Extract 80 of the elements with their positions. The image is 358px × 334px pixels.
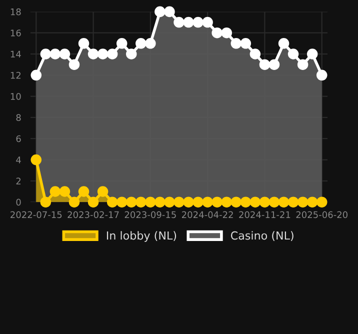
point <box>278 196 290 208</box>
point <box>136 38 146 49</box>
point <box>268 59 280 70</box>
point <box>50 48 61 60</box>
point <box>288 196 299 208</box>
point <box>278 38 290 49</box>
point <box>221 27 232 38</box>
y-tick-label: 2 <box>16 178 20 184</box>
point <box>88 196 99 208</box>
point <box>250 196 261 208</box>
y-tick-label: 0 <box>16 198 21 206</box>
point <box>240 196 252 208</box>
point <box>88 48 99 60</box>
x-tick-label: 2025-06-20 <box>296 211 348 218</box>
point <box>145 196 156 208</box>
y-tick-label: 4 <box>16 156 21 164</box>
x-tick-label: 2023-09-15 <box>124 211 176 218</box>
point <box>136 196 146 208</box>
point <box>202 196 213 208</box>
point <box>192 16 204 28</box>
point <box>116 196 128 208</box>
legend-label: Casino (NL) <box>230 231 294 242</box>
point <box>126 48 137 60</box>
point <box>230 38 242 49</box>
point <box>30 70 42 81</box>
point <box>240 38 252 49</box>
point <box>50 186 61 197</box>
point <box>316 70 328 81</box>
point <box>97 48 108 60</box>
point <box>145 38 156 49</box>
y-tick-label: 10 <box>10 93 21 100</box>
point <box>59 48 70 60</box>
point <box>297 59 308 70</box>
point <box>316 196 328 208</box>
point <box>250 48 261 60</box>
y-tick-label: 12 <box>10 72 20 79</box>
point <box>40 48 52 60</box>
point <box>116 38 128 49</box>
point <box>164 6 175 18</box>
point <box>306 196 318 208</box>
y-tick-label: 8 <box>16 114 21 122</box>
point <box>202 16 213 28</box>
y-tick-label: 14 <box>10 50 21 58</box>
point <box>192 196 204 208</box>
point <box>183 196 194 208</box>
point <box>154 196 166 208</box>
y-tick-label: 16 <box>10 30 21 36</box>
x-tick-label: 2023-02-17 <box>68 211 119 218</box>
y-tick-label: 18 <box>10 8 21 16</box>
point <box>221 196 232 208</box>
point <box>30 154 42 166</box>
x-tick-label: 2024-04-22 <box>182 211 233 218</box>
point <box>297 196 308 208</box>
point <box>106 48 118 60</box>
point <box>306 48 318 60</box>
point <box>288 48 299 60</box>
point <box>212 196 222 208</box>
point <box>174 196 184 208</box>
point <box>174 16 184 28</box>
x-tick-label: 2022-07-15 <box>10 211 62 218</box>
point <box>268 196 280 208</box>
point <box>97 186 108 197</box>
point <box>78 186 90 197</box>
point <box>212 27 222 38</box>
point <box>59 186 70 197</box>
point <box>40 196 52 208</box>
point <box>259 59 270 70</box>
point <box>126 196 137 208</box>
point <box>259 196 270 208</box>
point <box>183 16 194 28</box>
point <box>68 196 80 208</box>
point <box>106 196 118 208</box>
y-tick-label: 6 <box>16 135 21 142</box>
legend-label: In lobby (NL) <box>106 231 176 242</box>
x-tick-label: 2024-11-21 <box>239 211 290 218</box>
point <box>68 59 80 70</box>
point <box>230 196 242 208</box>
point <box>164 196 175 208</box>
point <box>154 6 166 18</box>
point <box>78 38 90 49</box>
